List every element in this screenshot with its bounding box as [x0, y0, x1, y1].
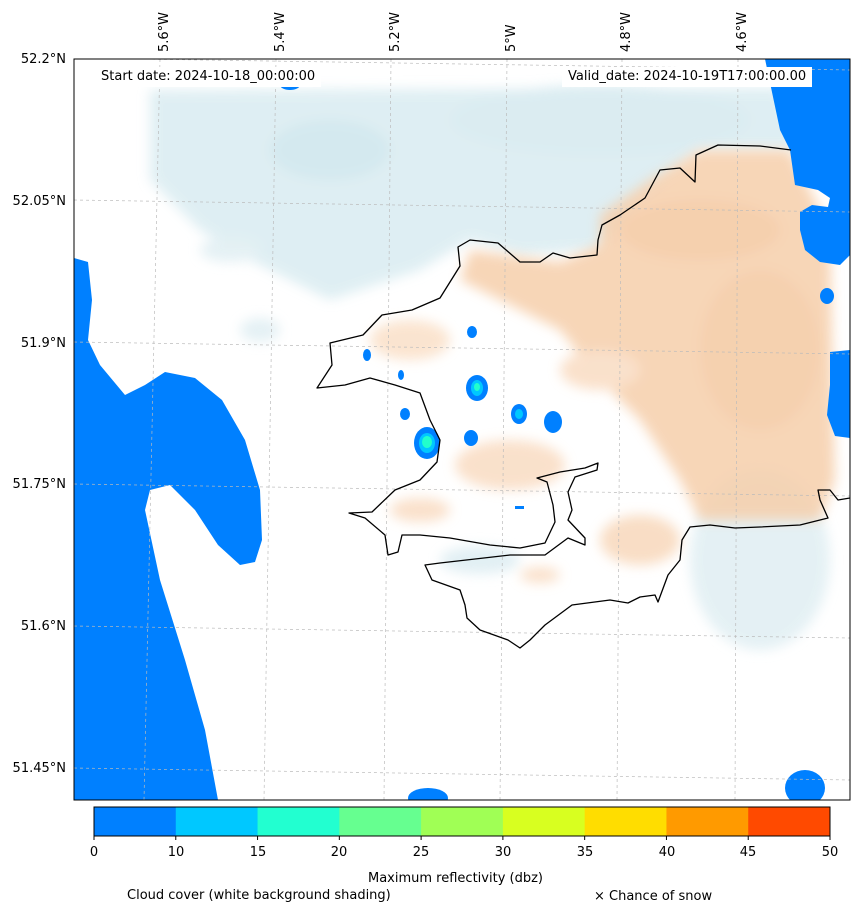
colorbar-tick: 40 [658, 845, 676, 860]
echo-cell [400, 408, 410, 420]
lat-tick-51-6n: 51.6°N [20, 619, 66, 634]
colorbar-tick: 10 [167, 845, 185, 860]
echo-cell [467, 326, 477, 338]
echo-cell [515, 506, 524, 509]
warm-shading [370, 150, 835, 583]
reflectivity-echoes [363, 326, 562, 509]
colorbar-cell [584, 807, 667, 836]
lat-tick-51-45n: 51.45°N [12, 761, 66, 776]
map-frame [73, 58, 851, 801]
colorbar-tick: 30 [494, 845, 512, 860]
echo-cell [464, 430, 478, 446]
colorbar-tick: 15 [249, 845, 267, 860]
colorbar-cell [666, 807, 749, 836]
colorbar-label: Maximum reflectivity (dbz) [368, 871, 543, 886]
valid-date-label: Valid_date: 2024-10-19T17:00:00.00 [562, 67, 813, 87]
colorbar-tick: 35 [576, 845, 594, 860]
lat-tick-52-2n: 52.2°N [20, 52, 66, 67]
sea [74, 59, 850, 800]
colorbar-cell [421, 807, 504, 836]
echo-cell [414, 427, 440, 459]
echo-cell [398, 370, 404, 380]
colorbar-cell [748, 807, 831, 836]
colorbar-cell [257, 807, 340, 836]
colorbar-tick: 25 [412, 845, 430, 860]
lat-tick-52-05n: 52.05°N [12, 194, 66, 209]
lat-tick-51-9n: 51.9°N [20, 336, 66, 351]
colorbar-cell [339, 807, 422, 836]
colorbar-cell [175, 807, 259, 836]
coastline [316, 144, 850, 649]
colorbar-tick: 50 [821, 845, 839, 860]
colorbar-cell [94, 807, 177, 836]
start-date-label: Start date: 2024-10-18_00:00:00 [95, 67, 322, 87]
echo-cell [544, 411, 562, 433]
colorbar-tick: 45 [739, 845, 757, 860]
cloud-cover-legend: Cloud cover (white background shading) [127, 888, 391, 903]
colorbar-tick: 0 [89, 845, 99, 860]
echo-cell [466, 375, 488, 401]
echo-cell [363, 349, 371, 361]
lat-tick-51-75n: 51.75°N [12, 477, 66, 492]
colorbar-cell [502, 807, 586, 836]
snow-legend: × Chance of snow [594, 889, 713, 904]
echo-cell [511, 404, 527, 424]
colorbar-tick: 20 [330, 845, 348, 860]
